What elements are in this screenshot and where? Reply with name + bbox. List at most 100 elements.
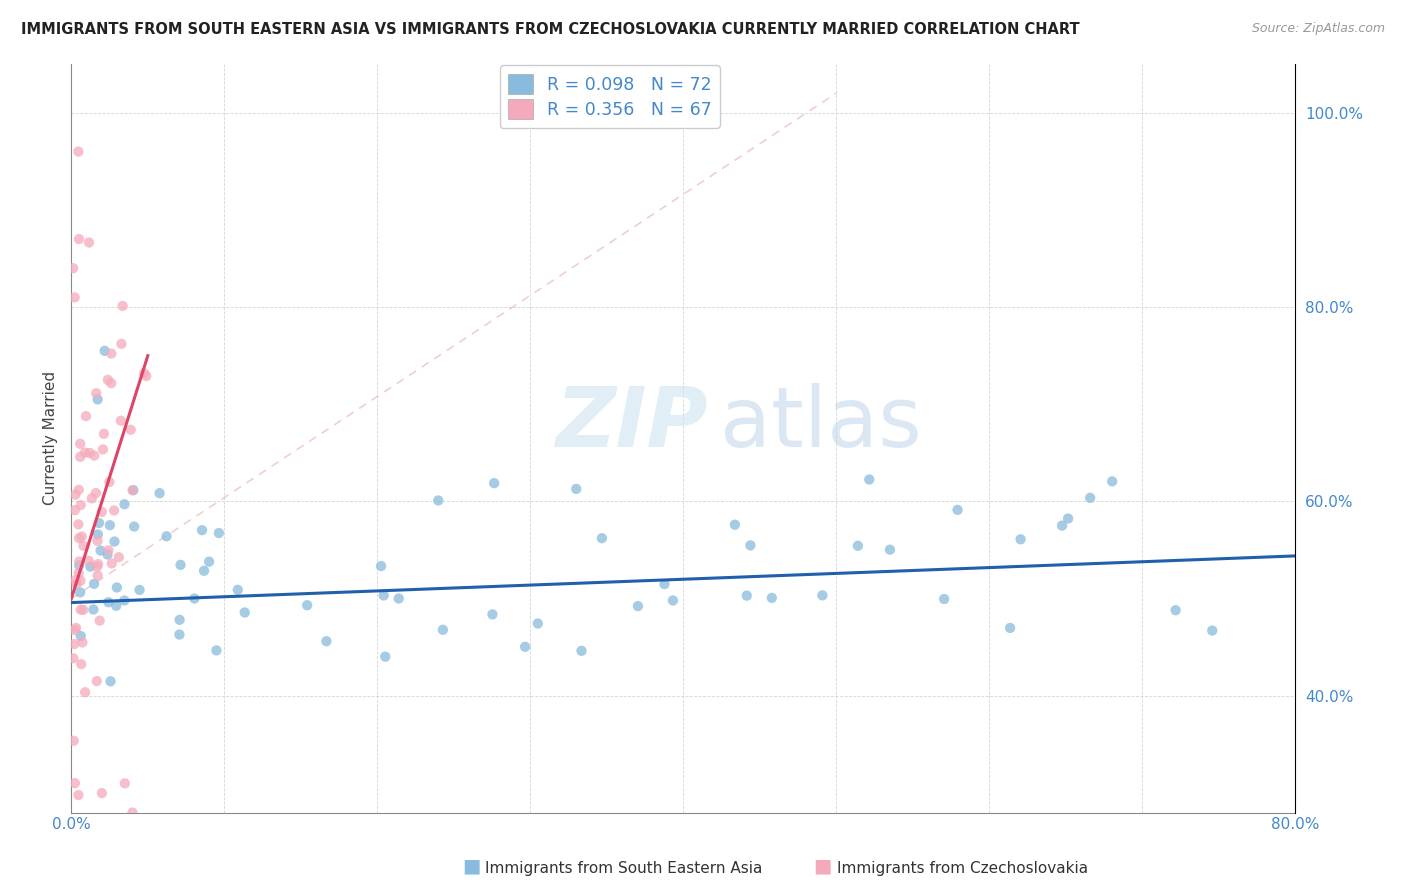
Point [481,607,503,622]
Y-axis label: Currently Married: Currently Married [44,371,58,506]
Point [96,548,118,562]
Point [73,445,96,459]
Point [75,685,97,699]
Text: atlas: atlas [720,383,922,464]
Point [388,591,411,606]
Point [79,559,101,574]
Point [132,366,155,380]
Point [100,346,122,360]
Point [122,483,145,497]
Point [63,290,86,304]
Point [72,603,94,617]
Point [70,657,93,672]
Point [427,493,450,508]
Point [67,517,90,532]
Point [1078,491,1101,505]
Point [482,476,505,491]
Text: Source: ZipAtlas.com: Source: ZipAtlas.com [1251,22,1385,36]
Point [86,568,108,582]
Point [67,788,90,802]
Point [108,550,131,565]
Point [315,634,337,648]
Point [1010,533,1032,547]
Point [110,336,132,351]
Text: IMMIGRANTS FROM SOUTH EASTERN ASIA VS IMMIGRANTS FROM CZECHOSLOVAKIA CURRENTLY M: IMMIGRANTS FROM SOUTH EASTERN ASIA VS IM… [21,22,1080,37]
Point [432,623,454,637]
Point [62,733,84,747]
Point [84,486,107,500]
Point [513,640,536,654]
Point [93,426,115,441]
Point [155,529,177,543]
Point [627,599,650,613]
Point [724,517,747,532]
Point [654,577,676,591]
Point [122,519,145,533]
Point [100,674,122,689]
Point [761,591,783,605]
Point [93,343,115,358]
Point [1101,475,1123,489]
Point [1050,518,1073,533]
Point [83,577,105,591]
Point [67,145,90,159]
Point [811,588,834,602]
Point [72,539,94,553]
Point [932,592,955,607]
Point [90,505,112,519]
Point [374,649,396,664]
Point [740,538,762,552]
Text: ■: ■ [813,857,832,876]
Point [87,527,110,541]
Point [90,543,112,558]
Point [67,531,90,545]
Point [70,529,93,543]
Point [87,557,110,571]
Point [86,559,108,574]
Point [79,446,101,460]
Point [128,582,150,597]
Point [87,516,110,530]
Point [65,621,87,635]
Point [72,635,94,649]
Point [169,613,191,627]
Point [65,488,87,502]
Point [69,574,91,588]
Point [1201,624,1223,638]
Point [82,602,104,616]
Point [62,651,84,665]
Point [114,497,136,511]
Point [846,539,869,553]
Point [121,805,143,820]
Point [571,644,593,658]
Point [69,602,91,616]
Point [1164,603,1187,617]
Point [370,559,392,574]
Point [135,369,157,384]
Point [527,616,550,631]
Point [998,621,1021,635]
Point [67,232,90,246]
Point [205,643,228,657]
Point [77,554,100,568]
Point [208,526,231,541]
Point [100,557,122,571]
Point [373,589,395,603]
Text: ■: ■ [461,857,481,876]
Point [86,392,108,407]
Point [62,261,84,276]
Point [69,450,91,464]
Point [193,564,215,578]
Point [69,585,91,599]
Point [69,629,91,643]
Point [75,409,97,424]
Point [169,627,191,641]
Point [662,593,685,607]
Point [97,373,120,387]
Point [112,593,135,607]
Point [735,589,758,603]
Point [169,558,191,572]
Point [91,442,114,457]
Point [565,482,588,496]
Point [63,503,86,517]
